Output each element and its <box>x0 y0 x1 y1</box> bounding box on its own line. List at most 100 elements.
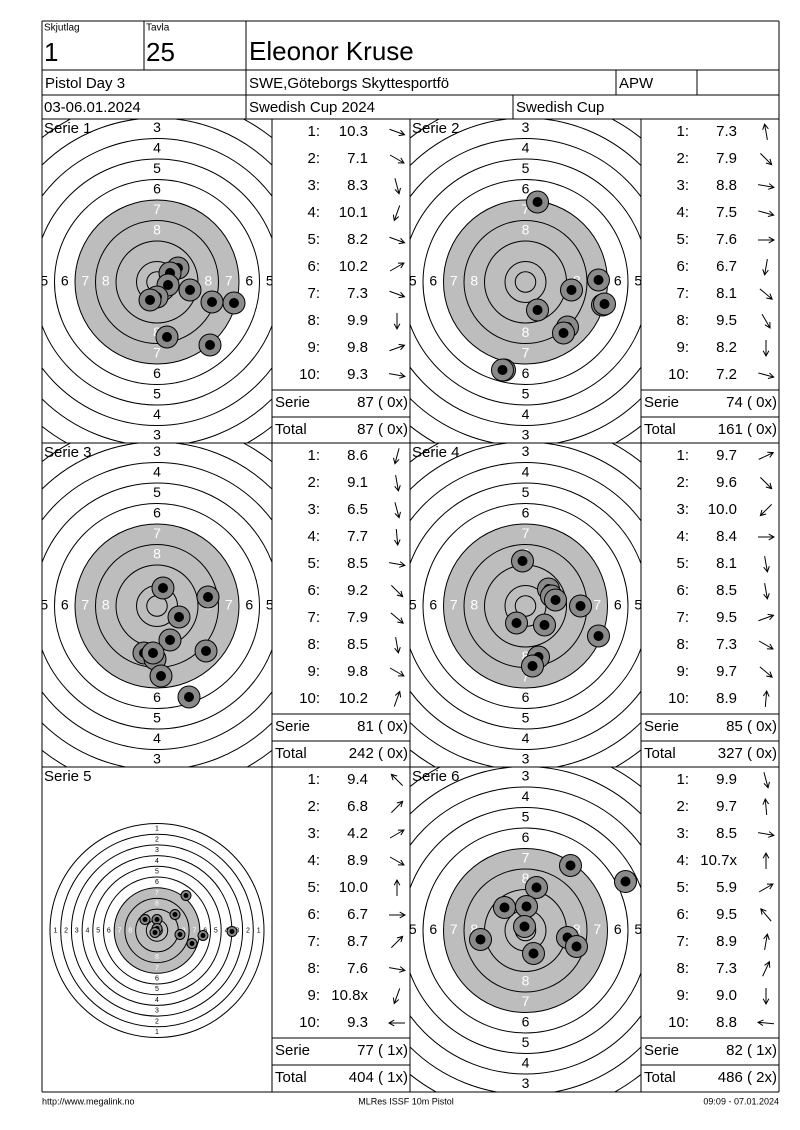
ring-number: 8 <box>128 927 132 934</box>
squad: 1 <box>44 37 58 67</box>
direction-arrow <box>393 878 401 896</box>
ring <box>54 179 260 385</box>
ring-number: 7 <box>225 597 233 613</box>
series-title: Serie 6 <box>412 768 460 785</box>
ring-number: 8 <box>470 597 478 613</box>
shot-value: 10.1 <box>339 204 368 221</box>
shot-centre <box>593 275 604 285</box>
shot-number: 6: <box>307 258 320 275</box>
ring-number: 1 <box>155 1029 159 1036</box>
shot-number: 7: <box>307 609 320 626</box>
total-score: 404 ( 1x) <box>349 1069 408 1086</box>
shot-number: 6: <box>676 906 689 923</box>
shot-value: 10.2 <box>339 258 368 275</box>
footer-program: MLRes ISSF 10m Pistol <box>358 1096 454 1106</box>
shot-value: 8.5 <box>716 582 737 599</box>
ring-number: 6 <box>61 273 69 289</box>
shot-number: 4: <box>307 528 320 545</box>
direction-arrow <box>763 772 770 789</box>
shot-centre <box>532 197 543 207</box>
ring-number: 4 <box>522 730 530 746</box>
shot-value: 9.5 <box>716 609 737 626</box>
shot-centre <box>152 930 158 935</box>
shot-number: 6: <box>676 258 689 275</box>
direction-arrow <box>762 851 770 869</box>
ring-number: 8 <box>153 221 161 237</box>
shot-value: 9.5 <box>716 906 737 923</box>
shot-value: 9.9 <box>347 312 368 329</box>
shot-value: 4.2 <box>347 825 368 842</box>
ring-number: 4 <box>522 406 530 422</box>
ring-number: 6 <box>153 365 161 381</box>
ring-number: 2 <box>155 836 159 843</box>
shot-value: 7.5 <box>716 204 737 221</box>
ring-number: 8 <box>153 545 161 561</box>
direction-arrow <box>758 883 774 893</box>
event: Pistol Day 3 <box>45 75 125 92</box>
shot-centre <box>599 299 610 309</box>
shot-number: 2: <box>307 474 320 491</box>
ring-number: 3 <box>155 847 159 854</box>
direction-arrow <box>394 475 401 492</box>
ring-number: 6 <box>245 597 253 613</box>
shot-value: 8.9 <box>347 852 368 869</box>
shot-number: 5: <box>307 555 320 572</box>
direction-arrow <box>387 1019 405 1027</box>
direction-arrow <box>762 960 771 977</box>
direction-arrow <box>390 773 404 787</box>
shot-number: 1: <box>307 123 320 140</box>
ring-number: 7 <box>153 201 161 217</box>
shot-number: 8: <box>307 312 320 329</box>
ring-number: 2 <box>155 1018 159 1025</box>
ring-number: 1 <box>53 927 57 934</box>
shot-value: 9.7 <box>716 447 737 464</box>
shot-number: 1: <box>676 447 689 464</box>
target-number: 25 <box>146 37 175 67</box>
ring-number: 7 <box>522 849 530 865</box>
ring-number: 7 <box>155 965 159 972</box>
ring <box>463 868 588 993</box>
shot-centre <box>148 648 158 658</box>
ring <box>422 827 629 1034</box>
target: 11112222333344445555666677778888 <box>410 767 641 1092</box>
serie-score: 81 ( 0x) <box>357 718 408 735</box>
direction-arrow <box>762 340 770 358</box>
ring-number: 7 <box>522 525 530 541</box>
dates: 03-06.01.2024 <box>44 99 141 116</box>
ring-number: 3 <box>153 750 161 766</box>
ring <box>443 523 608 689</box>
ring-number: 7 <box>522 993 530 1009</box>
shot-centre <box>571 941 582 952</box>
shot-value: 9.3 <box>347 366 368 383</box>
ring-number: 6 <box>522 689 530 705</box>
serie-label: Serie <box>275 718 310 735</box>
shot-centre <box>475 934 486 945</box>
shot-number: 3: <box>307 825 320 842</box>
series-title: Serie 1 <box>44 120 92 137</box>
shot-value: 10.0 <box>708 501 737 518</box>
shot-number: 4: <box>676 204 689 221</box>
total-score: 327 ( 0x) <box>718 745 777 762</box>
shot-value: 8.1 <box>716 285 737 302</box>
direction-arrow <box>759 476 773 490</box>
ring-number: 2 <box>246 927 250 934</box>
ring-number: 7 <box>450 273 458 289</box>
shot-value: 9.0 <box>716 987 737 1004</box>
ring-number: 4 <box>153 730 161 746</box>
direction-arrow <box>390 935 404 949</box>
shot-centre <box>593 631 604 641</box>
shot-value: 7.1 <box>347 150 368 167</box>
direction-arrow <box>392 205 401 222</box>
shot-value: 10.0 <box>339 879 368 896</box>
direction-arrow <box>762 259 769 276</box>
shot-centre <box>531 882 542 893</box>
direction-arrow <box>394 178 401 195</box>
shot-value: 9.8 <box>347 663 368 680</box>
shot-centre <box>517 556 528 566</box>
direction-arrow <box>758 183 775 190</box>
aiming-black <box>443 524 608 688</box>
shot-number: 5: <box>307 231 320 248</box>
ring-number: 5 <box>522 160 530 176</box>
direction-arrow <box>393 313 401 331</box>
direction-arrow <box>394 637 401 654</box>
